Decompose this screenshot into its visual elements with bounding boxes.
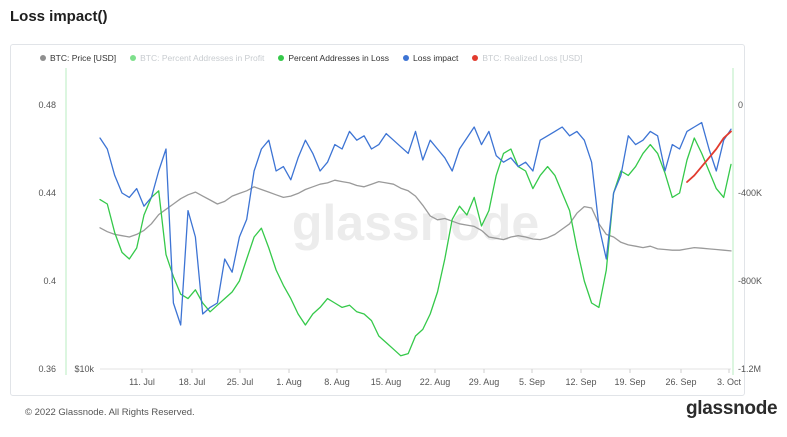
price-axis-label: $10k bbox=[74, 364, 94, 374]
y-left-tick-label: 0.4 bbox=[43, 276, 56, 286]
x-tick-label: 3. Oct bbox=[717, 377, 742, 387]
legend-item[interactable]: Percent Addresses in Loss bbox=[278, 53, 389, 63]
legend-label: BTC: Percent Addresses in Profit bbox=[140, 53, 265, 63]
x-tick-label: 29. Aug bbox=[469, 377, 500, 387]
y-right-tick-label: -1.2M bbox=[738, 364, 761, 374]
copyright-notice: © 2022 Glassnode. All Rights Reserved. bbox=[25, 407, 195, 418]
x-tick-label: 26. Sep bbox=[665, 377, 696, 387]
y-right-tick-label: -800K bbox=[738, 276, 762, 286]
legend-item[interactable]: BTC: Percent Addresses in Profit bbox=[130, 53, 264, 63]
y-right-tick-label: 0 bbox=[738, 100, 743, 110]
legend-label: BTC: Price [USD] bbox=[50, 53, 117, 63]
legend-dot-icon bbox=[472, 55, 479, 61]
y-left-tick-label: 0.48 bbox=[38, 100, 56, 110]
legend-label: Percent Addresses in Loss bbox=[288, 53, 390, 63]
x-tick-label: 19. Sep bbox=[614, 377, 645, 387]
x-tick-label: 1. Aug bbox=[276, 377, 302, 387]
y-right-tick-label: -400K bbox=[738, 188, 762, 198]
series-line-1 bbox=[99, 121, 732, 326]
legend-dot-icon bbox=[40, 55, 46, 61]
x-tick-label: 5. Sep bbox=[519, 377, 545, 387]
chart-panel bbox=[10, 44, 745, 396]
series-line-0 bbox=[99, 137, 732, 357]
chart-legend: BTC: Price [USD] BTC: Percent Addresses i… bbox=[40, 53, 583, 63]
glassnode-logo[interactable]: glassnode bbox=[686, 398, 778, 419]
legend-label: BTC: Realized Loss [USD] bbox=[482, 53, 583, 63]
y-left-tick-label: 0.44 bbox=[38, 188, 56, 198]
page-title: Loss impact() bbox=[10, 8, 108, 25]
legend-dot-icon bbox=[278, 55, 285, 61]
x-tick-label: 15. Aug bbox=[371, 377, 402, 387]
series-line-3 bbox=[686, 130, 732, 183]
legend-dot-icon bbox=[130, 55, 137, 61]
x-tick-label: 8. Aug bbox=[324, 377, 350, 387]
legend-label: Loss impact bbox=[413, 53, 459, 63]
x-tick-label: 12. Sep bbox=[565, 377, 596, 387]
legend-dot-icon bbox=[403, 55, 410, 61]
y-left-tick-label: 0.36 bbox=[38, 364, 56, 374]
legend-item[interactable]: Loss impact bbox=[403, 53, 458, 63]
legend-item[interactable]: BTC: Price [USD] bbox=[40, 53, 116, 63]
x-tick-label: 18. Jul bbox=[179, 377, 206, 387]
series-line-2 bbox=[99, 179, 732, 252]
watermark-text: glassnode bbox=[292, 195, 539, 251]
x-tick-label: 25. Jul bbox=[227, 377, 254, 387]
x-tick-label: 22. Aug bbox=[420, 377, 451, 387]
x-tick-label: 11. Jul bbox=[129, 377, 155, 387]
legend-item[interactable]: BTC: Realized Loss [USD] bbox=[472, 53, 583, 63]
